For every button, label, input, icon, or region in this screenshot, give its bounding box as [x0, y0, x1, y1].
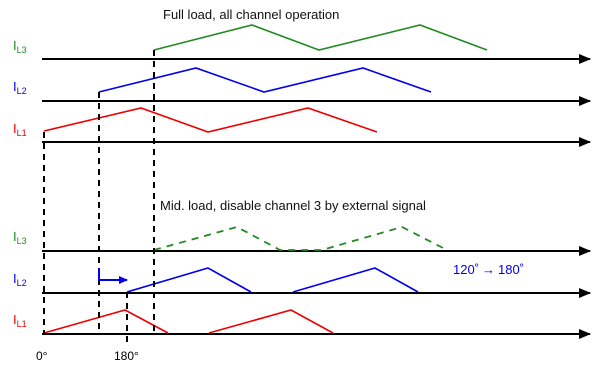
full-load-title: Full load, all channel operation [163, 7, 339, 22]
label-180-degrees: 180° [114, 349, 139, 363]
waveform-il1-mid-load-1 [43, 309, 169, 334]
phase-shift-arrow [98, 268, 128, 284]
waveform-il1-mid-load-2 [208, 309, 334, 334]
label-il1-bottom: IL1 [13, 312, 27, 329]
waveform-il2-full-load [98, 67, 432, 93]
waveform-il3-full-load [153, 24, 488, 51]
waveform-il3-disabled [153, 226, 448, 251]
label-il2-bottom: IL2 [13, 271, 27, 288]
mid-load-title: Mid. load, disable channel 3 by external… [160, 198, 426, 213]
phase-shift-note: 120˚ → 180˚ [453, 262, 524, 277]
label-il1-top: IL1 [13, 121, 27, 138]
label-il3-top: IL3 [13, 38, 27, 55]
label-il2-top: IL2 [13, 79, 27, 96]
waveform-il2-mid-load-1 [126, 267, 252, 293]
waveform-il2-mid-load-2 [292, 267, 419, 293]
waveform-il1-full-load [43, 107, 378, 133]
label-0-degrees: 0° [36, 349, 48, 363]
label-il3-bottom: IL3 [13, 229, 27, 246]
